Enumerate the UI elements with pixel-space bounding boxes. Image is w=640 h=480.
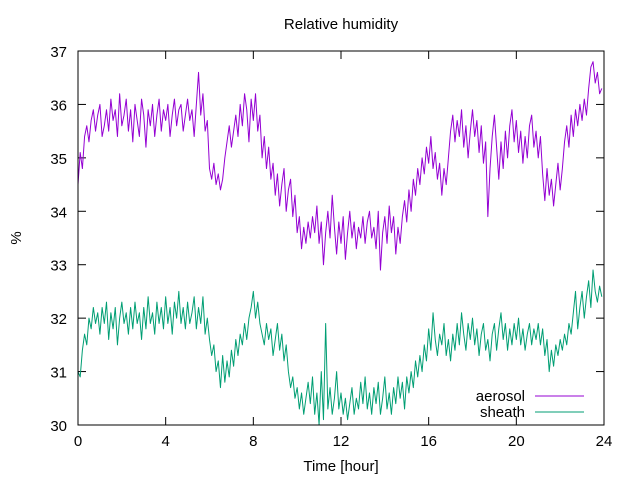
x-tick-label: 4 <box>161 433 169 450</box>
x-tick-label: 20 <box>508 433 525 450</box>
plot-frame <box>77 50 605 426</box>
y-tick-label: 30 <box>50 418 67 435</box>
axis-ticks: 30 31 32 33 34 35 36 37 0 4 8 12 16 20 24 <box>50 44 612 450</box>
y-tick-label: 36 <box>50 97 67 114</box>
legend-label-sheath: sheath <box>480 404 525 421</box>
x-tick-label: 16 <box>420 433 437 450</box>
y-tick-label: 37 <box>50 44 67 61</box>
y-axis-label: % <box>8 231 25 244</box>
y-tick-label: 35 <box>50 151 67 168</box>
x-tick-label: 8 <box>249 433 257 450</box>
chart-title: Relative humidity <box>284 16 399 33</box>
series-lines <box>78 61 603 425</box>
x-axis-label: Time [hour] <box>303 458 378 475</box>
x-tick-label: 0 <box>74 433 82 450</box>
legend-label-aerosol: aerosol <box>476 388 525 405</box>
aerosol-series-line <box>78 61 603 271</box>
x-tick-label: 12 <box>333 433 350 450</box>
sheath-series-line <box>78 269 603 425</box>
y-tick-label: 32 <box>50 311 67 328</box>
x-tick-label: 24 <box>596 433 613 450</box>
y-tick-label: 34 <box>50 204 67 221</box>
y-tick-label: 31 <box>50 365 67 382</box>
y-tick-label: 33 <box>50 258 67 275</box>
